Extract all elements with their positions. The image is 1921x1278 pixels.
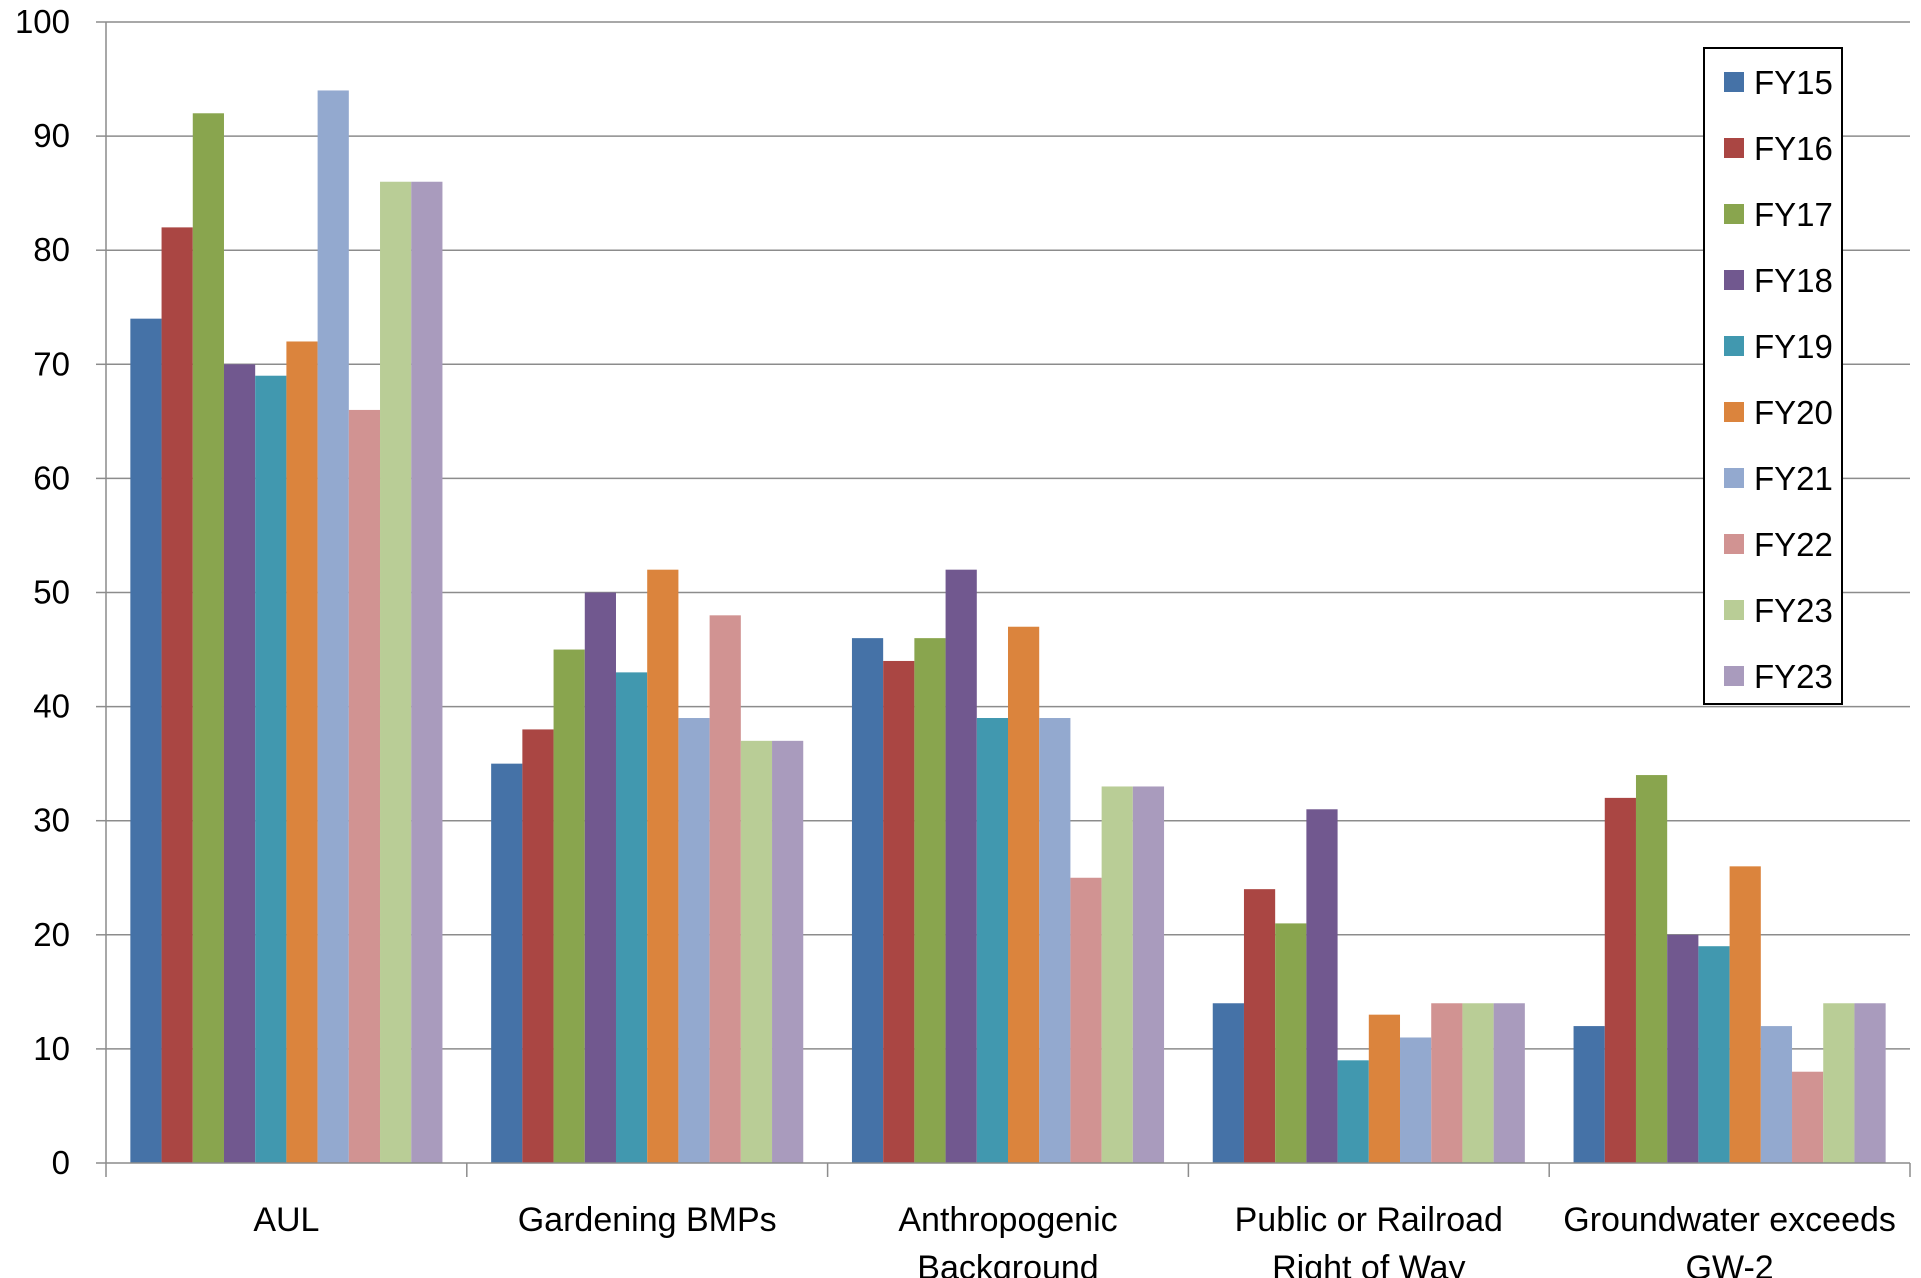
bar-fy23-cat-3: [1493, 1003, 1525, 1163]
bar-groups: [130, 90, 1886, 1164]
bar-fy16-cat-1: [522, 729, 554, 1163]
legend-label: FY15: [1754, 64, 1833, 101]
y-tick-label: 50: [33, 574, 70, 611]
bar-fy23-cat-4: [1854, 1003, 1886, 1163]
bar-fy23-cat-2: [1132, 786, 1165, 1163]
bar-fy21-cat-0: [317, 90, 349, 1164]
bar-fy15-cat-1: [491, 763, 523, 1163]
bar-fy20-cat-1: [647, 569, 679, 1163]
bar-fy21-cat-2: [1039, 718, 1071, 1163]
bar-fy17-cat-4: [1635, 775, 1668, 1163]
bar-fy23-cat-1: [740, 740, 773, 1163]
x-category-label: Right of Way: [1272, 1249, 1465, 1278]
bar-fy17-cat-1: [553, 649, 585, 1163]
bar-fy22-cat-0: [348, 409, 381, 1163]
bar-fy18-cat-3: [1306, 809, 1338, 1163]
bar-fy21-cat-1: [678, 718, 710, 1163]
legend-swatch: [1724, 666, 1744, 686]
y-axis-tick-labels: 0 10 20 30 40 50 60 70 80 90 100: [15, 3, 70, 1181]
bar-fy15-cat-4: [1573, 1026, 1605, 1163]
bar-fy20-cat-3: [1368, 1014, 1401, 1163]
legend-swatch: [1724, 138, 1744, 158]
bar-fy23-cat-4: [1823, 1003, 1855, 1163]
legend-label: FY21: [1754, 460, 1833, 497]
bar-fy22-cat-4: [1792, 1071, 1824, 1163]
legend-label: FY23: [1754, 592, 1833, 629]
bar-fy22-cat-3: [1431, 1003, 1463, 1163]
bar-fy23-cat-2: [1101, 786, 1133, 1163]
x-category-label: Groundwater exceeds: [1563, 1201, 1896, 1239]
axes: [96, 21, 1911, 1177]
legend-swatch: [1724, 468, 1744, 488]
x-category-label: GW-2: [1686, 1249, 1774, 1278]
legend-label: FY19: [1754, 328, 1833, 365]
legend-label: FY23: [1754, 658, 1833, 695]
legend-swatch: [1724, 336, 1744, 356]
bar-fy21-cat-3: [1400, 1037, 1432, 1163]
bar-fy23-cat-1: [772, 740, 804, 1163]
bar-fy18-cat-4: [1667, 934, 1699, 1163]
x-axis-category-labels: AUL Gardening BMPs Anthropogenic Background…: [253, 1201, 1896, 1278]
bar-fy18-cat-2: [945, 569, 977, 1163]
legend-swatch: [1724, 402, 1744, 422]
bar-fy15-cat-2: [851, 638, 884, 1163]
bar-fy20-cat-4: [1729, 866, 1761, 1163]
bar-fy15-cat-0: [130, 318, 162, 1163]
bar-fy17-cat-2: [914, 638, 946, 1163]
legend-label: FY18: [1754, 262, 1833, 299]
bar-fy16-cat-0: [161, 227, 193, 1163]
bar-fy17-cat-3: [1275, 923, 1307, 1163]
bar-fy19-cat-0: [255, 375, 287, 1164]
legend-swatch: [1724, 204, 1744, 224]
y-tick-label: 60: [33, 459, 70, 496]
x-category-label: Gardening BMPs: [518, 1201, 777, 1239]
bar-fy20-cat-0: [286, 341, 318, 1164]
bar-fy21-cat-4: [1760, 1026, 1793, 1163]
x-category-label: Public or Railroad: [1235, 1201, 1503, 1239]
legend-label: FY20: [1754, 394, 1833, 431]
bar-fy19-cat-4: [1698, 946, 1730, 1163]
y-tick-label: 0: [52, 1144, 70, 1181]
x-category-label: AUL: [253, 1201, 319, 1239]
bar-fy16-cat-3: [1243, 889, 1276, 1163]
y-tick-label: 40: [33, 688, 70, 725]
y-tick-label: 10: [33, 1030, 70, 1067]
legend-swatch: [1724, 72, 1744, 92]
bar-fy23-cat-3: [1462, 1003, 1494, 1163]
legend-swatch: [1724, 534, 1744, 554]
x-category-label: Anthropogenic: [898, 1201, 1117, 1239]
legend-swatch: [1724, 270, 1744, 290]
bar-fy23-cat-0: [411, 181, 443, 1164]
bar-fy17-cat-0: [192, 113, 224, 1163]
y-tick-label: 80: [33, 231, 70, 268]
bar-fy20-cat-2: [1008, 626, 1040, 1163]
bar-fy19-cat-1: [615, 672, 648, 1163]
bar-fy16-cat-4: [1604, 797, 1636, 1163]
legend: FY15 FY16 FY17 FY18 FY19 FY20 FY21 FY22 FY23 FY23: [1703, 47, 1843, 705]
legend-label: FY17: [1754, 196, 1833, 233]
bar-fy16-cat-2: [883, 660, 915, 1163]
legend-label: FY16: [1754, 130, 1833, 167]
bar-fy18-cat-1: [584, 592, 616, 1163]
bar-fy15-cat-3: [1212, 1003, 1244, 1163]
y-tick-label: 90: [33, 117, 70, 154]
bar-fy19-cat-3: [1337, 1060, 1369, 1163]
bar-fy22-cat-1: [709, 615, 741, 1163]
bar-fy18-cat-0: [223, 364, 256, 1163]
y-tick-label: 30: [33, 802, 70, 839]
bar-fy19-cat-2: [976, 718, 1008, 1163]
legend-swatch: [1724, 600, 1744, 620]
y-tick-label: 20: [33, 916, 70, 953]
x-category-label: Background: [917, 1249, 1098, 1278]
bar-fy22-cat-2: [1070, 877, 1102, 1163]
bar-fy23-cat-0: [380, 181, 412, 1164]
y-tick-label: 70: [33, 345, 70, 382]
y-tick-label: 100: [15, 3, 70, 40]
legend-label: FY22: [1754, 526, 1833, 563]
